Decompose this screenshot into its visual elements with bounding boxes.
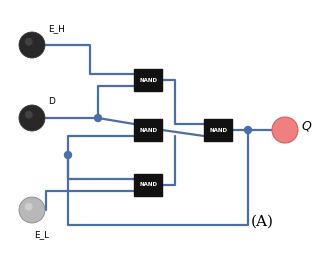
Circle shape: [25, 111, 33, 119]
FancyBboxPatch shape: [134, 119, 162, 141]
Text: E_H: E_H: [48, 25, 65, 33]
Circle shape: [244, 127, 252, 133]
Text: NAND: NAND: [139, 183, 157, 187]
FancyBboxPatch shape: [204, 119, 232, 141]
Circle shape: [65, 151, 71, 158]
Text: (A): (A): [251, 215, 274, 229]
Circle shape: [272, 117, 298, 143]
Text: E_L: E_L: [34, 231, 49, 239]
FancyBboxPatch shape: [134, 174, 162, 196]
Circle shape: [19, 105, 45, 131]
Text: NAND: NAND: [139, 127, 157, 133]
Circle shape: [25, 203, 33, 211]
Circle shape: [25, 38, 33, 46]
Text: D: D: [48, 97, 55, 106]
Text: Q: Q: [301, 120, 311, 133]
Circle shape: [94, 114, 101, 122]
Text: NAND: NAND: [139, 77, 157, 83]
Circle shape: [19, 197, 45, 223]
Circle shape: [19, 32, 45, 58]
FancyBboxPatch shape: [134, 69, 162, 91]
Text: NAND: NAND: [209, 127, 227, 133]
